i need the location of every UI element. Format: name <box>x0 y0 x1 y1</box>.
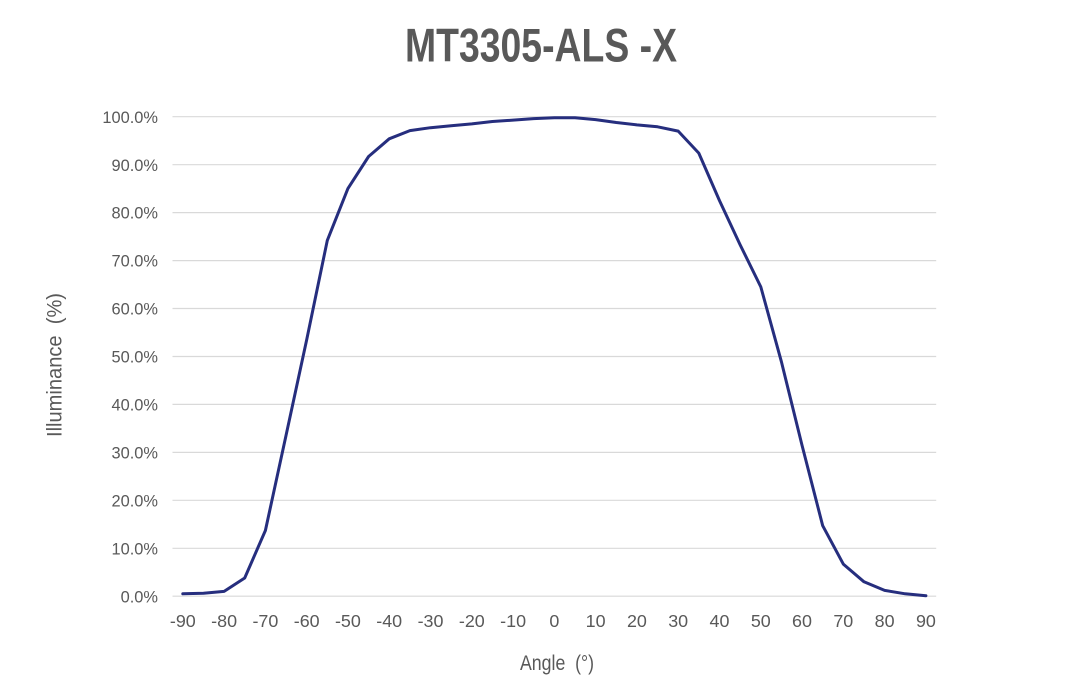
svg-text:100.0%: 100.0% <box>102 109 158 127</box>
svg-text:50.0%: 50.0% <box>112 349 158 367</box>
svg-text:10.0%: 10.0% <box>112 540 158 558</box>
svg-text:-80: -80 <box>211 611 237 631</box>
svg-text:-20: -20 <box>459 611 485 631</box>
svg-text:40: 40 <box>710 611 730 631</box>
svg-text:MT3305-ALS -X: MT3305-ALS -X <box>405 19 677 72</box>
svg-text:20: 20 <box>627 611 647 631</box>
svg-text:50: 50 <box>751 611 771 631</box>
svg-text:-70: -70 <box>252 611 278 631</box>
svg-text:70: 70 <box>833 611 853 631</box>
svg-text:-40: -40 <box>376 611 402 631</box>
svg-text:30: 30 <box>668 611 688 631</box>
svg-text:Illuminance (%): Illuminance (%) <box>44 293 67 437</box>
svg-text:80.0%: 80.0% <box>112 205 158 223</box>
svg-text:-60: -60 <box>294 611 320 631</box>
svg-text:90: 90 <box>916 611 936 631</box>
svg-text:0.0%: 0.0% <box>121 588 158 606</box>
svg-text:-10: -10 <box>500 611 526 631</box>
svg-text:60.0%: 60.0% <box>112 301 158 319</box>
svg-text:0: 0 <box>549 611 559 631</box>
svg-text:70.0%: 70.0% <box>112 253 158 271</box>
svg-text:90.0%: 90.0% <box>112 157 158 175</box>
svg-text:Angle (°): Angle (°) <box>520 652 594 675</box>
svg-text:-50: -50 <box>335 611 361 631</box>
svg-text:-90: -90 <box>170 611 196 631</box>
svg-text:80: 80 <box>875 611 895 631</box>
svg-text:60: 60 <box>792 611 812 631</box>
svg-text:-30: -30 <box>418 611 444 631</box>
svg-text:40.0%: 40.0% <box>112 397 158 415</box>
svg-text:30.0%: 30.0% <box>112 445 158 463</box>
svg-text:20.0%: 20.0% <box>112 492 158 510</box>
svg-text:10: 10 <box>586 611 606 631</box>
